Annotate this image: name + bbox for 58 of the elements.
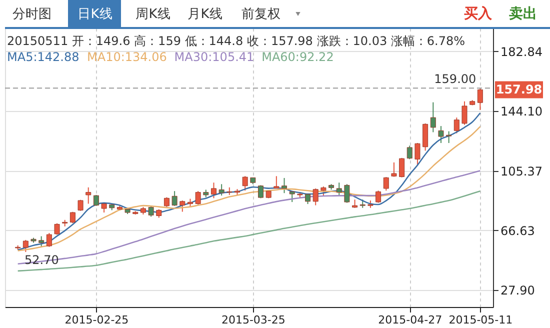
candlestick (22, 239, 28, 252)
candlestick (195, 190, 201, 206)
text: MA5:142.88 (7, 50, 80, 64)
line-series (17, 170, 481, 264)
y-tick-label: 144.10 (500, 104, 542, 119)
text: MA60:92.22 (262, 50, 334, 64)
text: 157.98 (496, 82, 542, 97)
candlestick (336, 182, 342, 196)
text: 前复权 (242, 7, 280, 22)
text: 卖出 (509, 6, 537, 22)
text: 日K线 (78, 7, 112, 22)
candlestick (430, 102, 436, 133)
candlestick (38, 236, 44, 248)
candlestick (274, 176, 280, 189)
y-tick-label: 66.63 (500, 224, 535, 238)
x-tick-label: 2015-05-11 (448, 314, 513, 326)
candlestick (258, 184, 264, 199)
x-tick-label: 2015-03-25 (221, 314, 286, 326)
ref-line-label: 159.00 (434, 72, 476, 86)
candlestick (210, 182, 216, 199)
line-series (17, 190, 481, 272)
x-tick-label: 2015-02-25 (64, 314, 129, 326)
candlestick (305, 194, 311, 205)
x-tick-label: 2015-04-27 (378, 314, 442, 326)
candlestick (180, 200, 186, 212)
candlestick (148, 206, 154, 218)
y-tick-label: 182.84 (500, 44, 542, 59)
candlestick (320, 186, 326, 196)
candlestick (391, 162, 397, 178)
text: MA10:134.06 (87, 50, 167, 64)
candlestick (86, 186, 92, 204)
candlestick (438, 126, 444, 144)
y-tick-label: 27.90 (500, 284, 535, 298)
text: MA30:105.41 (174, 50, 254, 64)
text: 月K线 (188, 7, 222, 22)
candlestick (462, 100, 468, 126)
candlestick (282, 177, 288, 194)
text: 分时图 (12, 7, 52, 22)
candlestick (344, 184, 350, 204)
candlestick (218, 184, 224, 196)
candlestick (312, 188, 318, 206)
annotation: 20150511 开：149.6 高：159 低：144.8 收：157.98 涨跌：10.03 涨幅：6.78% (7, 34, 466, 48)
y-tick-label: 105.37 (500, 164, 542, 178)
candlestick (46, 232, 52, 248)
candlestick (399, 157, 405, 178)
candlestick (414, 142, 420, 166)
candlestick (376, 190, 382, 204)
candlestick (383, 176, 389, 192)
text: 买入 (464, 6, 493, 22)
candlestick (406, 145, 412, 160)
candlestick (164, 196, 170, 208)
candlestick (477, 88, 483, 111)
candlestick (454, 117, 460, 134)
candlestick (172, 190, 178, 206)
candlestick (422, 122, 428, 152)
candlestick (446, 130, 452, 144)
candlestick (242, 176, 248, 192)
text: 周K线 (136, 7, 170, 22)
